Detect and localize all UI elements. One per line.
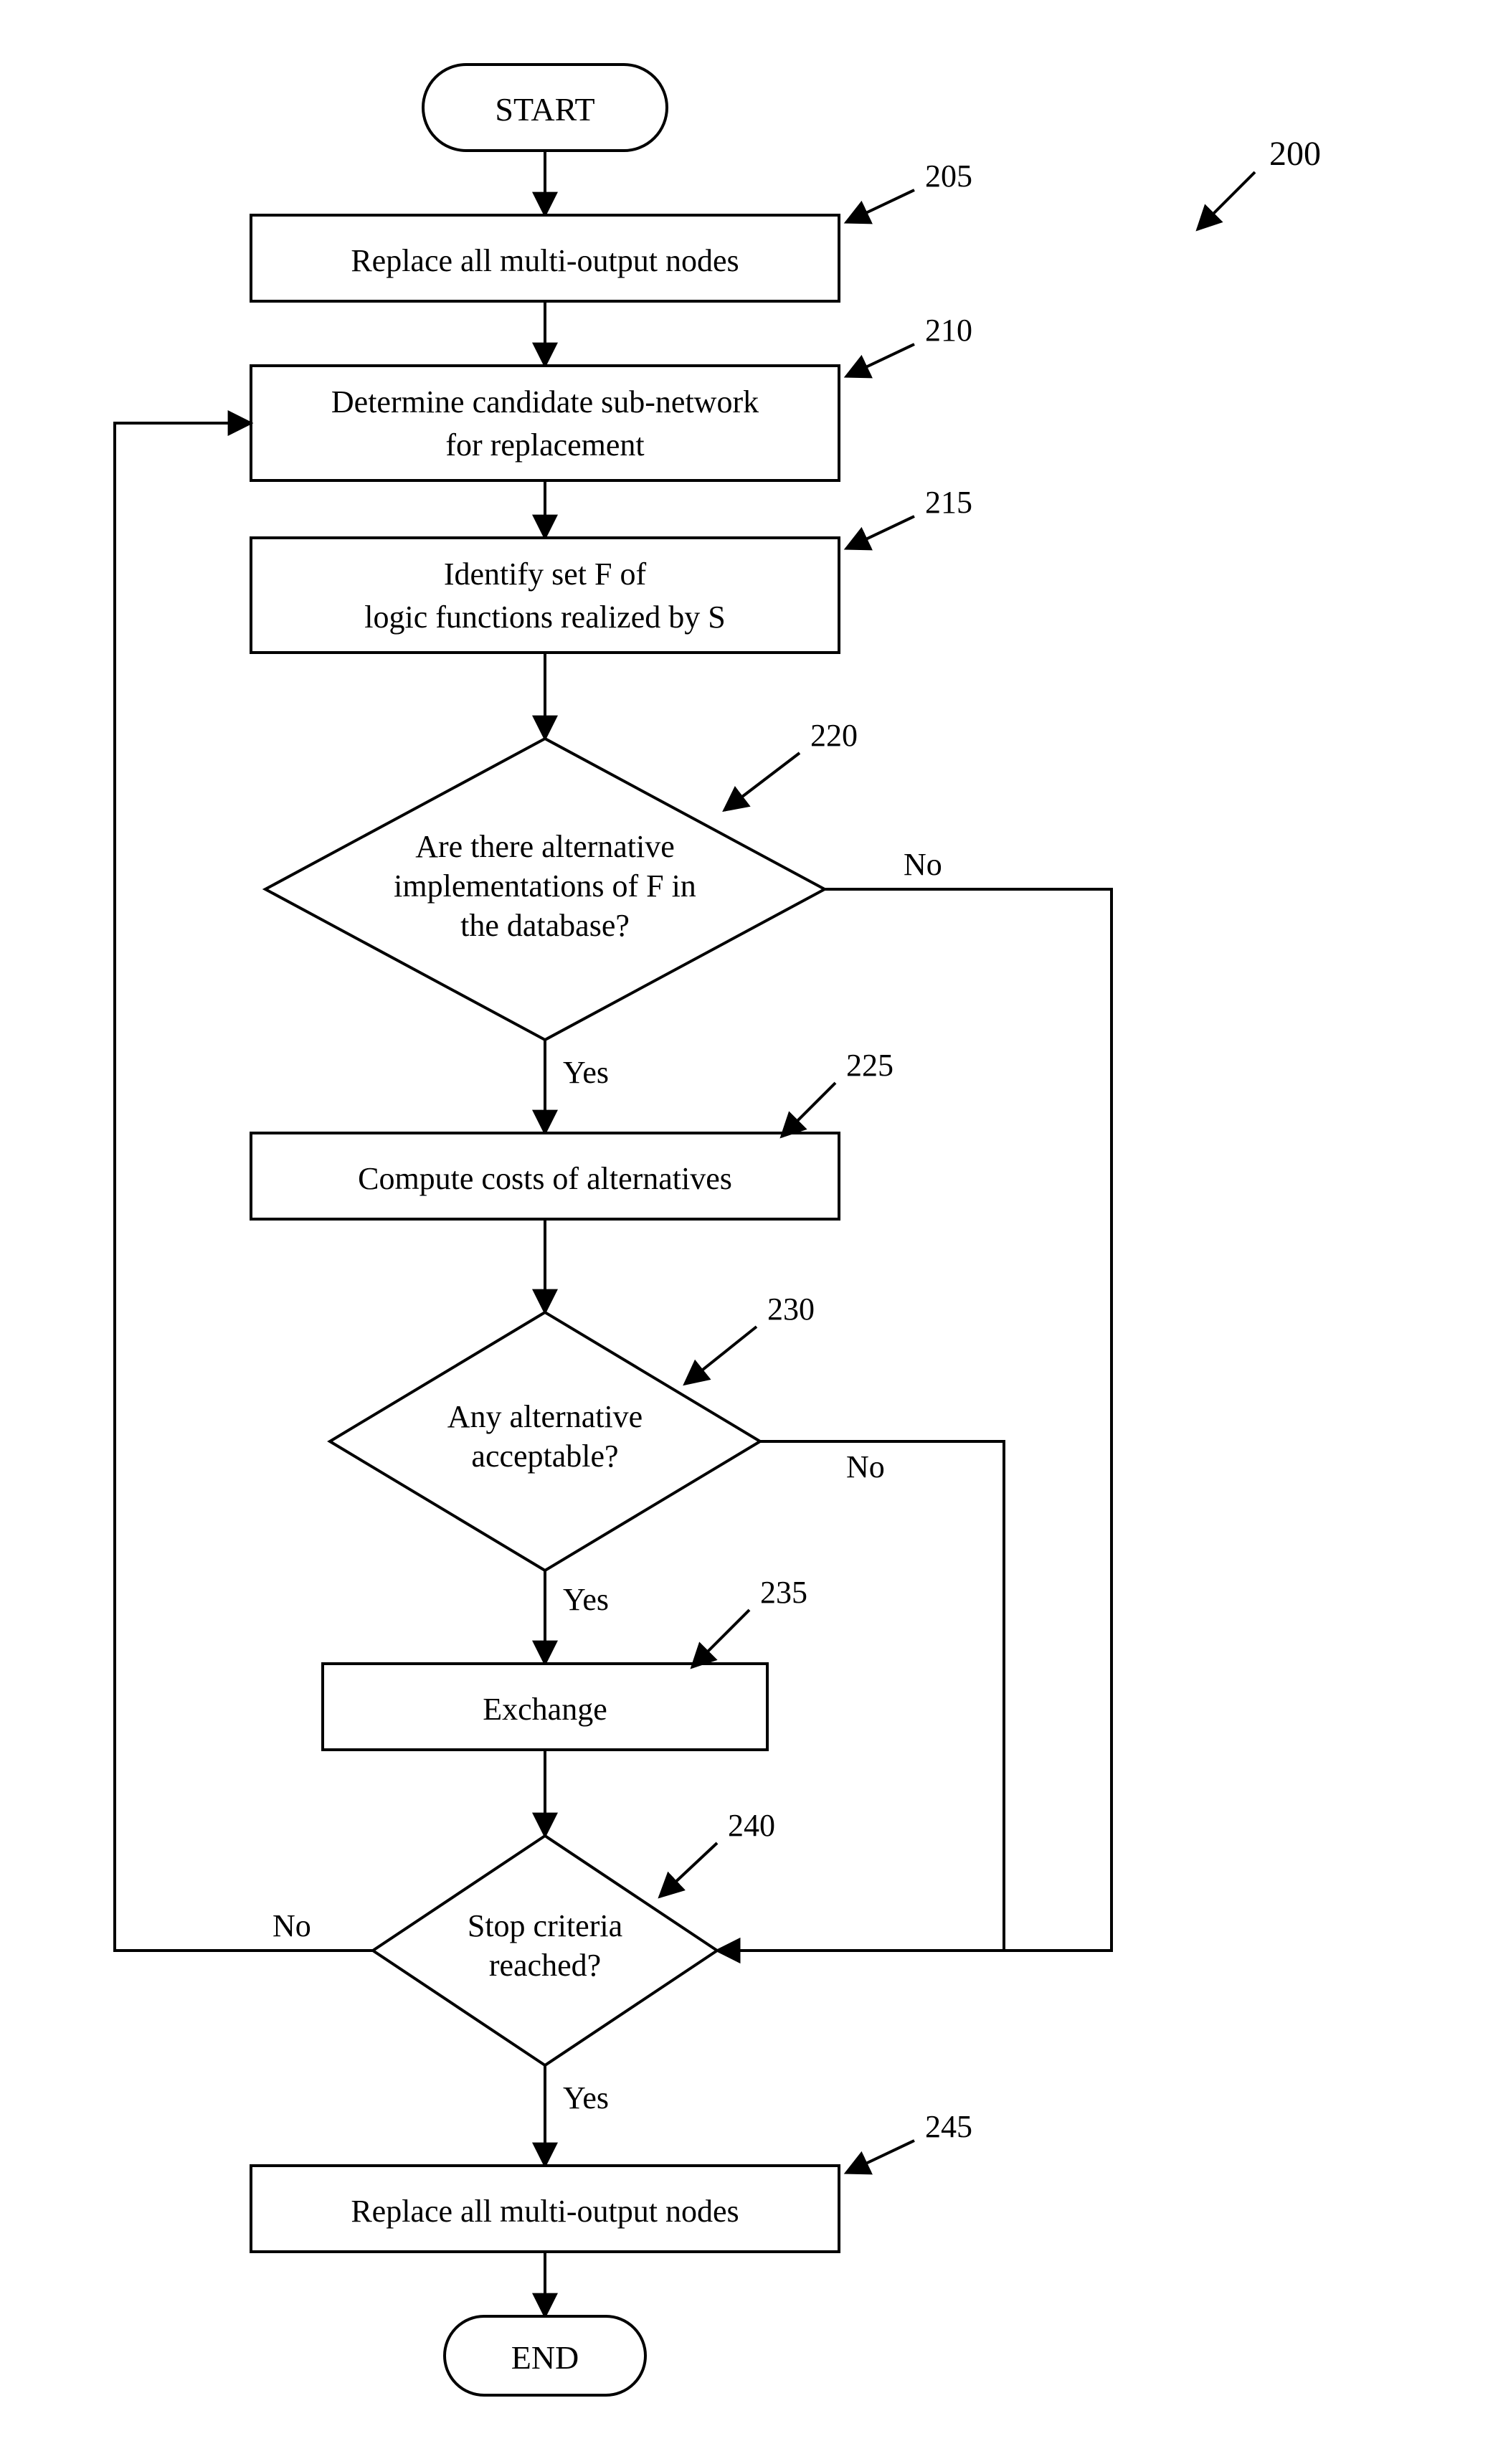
node-210: Determine candidate sub-network for repl… [251, 366, 839, 480]
figure-ref-arrow [1198, 172, 1255, 229]
node-230-line2: acceptable? [471, 1439, 618, 1474]
ref-220-text: 220 [810, 718, 858, 753]
node-240-line2: reached? [489, 1948, 601, 1983]
node-235: Exchange [323, 1664, 767, 1750]
node-210-line2: for replacement [445, 427, 644, 463]
ref-215-arrow [846, 516, 914, 549]
ref-235: 235 [692, 1575, 807, 1667]
start-terminal: START [423, 65, 667, 151]
node-215-line1: Identify set F of [444, 556, 647, 592]
node-220: Are there alternative implementations of… [265, 739, 825, 1040]
edge-220-no-label: No [904, 847, 942, 882]
ref-240-text: 240 [728, 1808, 775, 1843]
ref-225-arrow [782, 1083, 835, 1137]
node-235-line1: Exchange [483, 1692, 607, 1727]
node-225: Compute costs of alternatives [251, 1133, 839, 1219]
node-210-line1: Determine candidate sub-network [331, 384, 759, 420]
ref-220-arrow [724, 753, 800, 810]
start-label: START [495, 91, 594, 128]
ref-225: 225 [782, 1048, 894, 1137]
node-205-line1: Replace all multi-output nodes [351, 243, 739, 278]
ref-230-arrow [685, 1327, 757, 1384]
ref-205: 205 [846, 158, 972, 222]
end-terminal: END [445, 2316, 645, 2395]
ref-220: 220 [724, 718, 858, 810]
edge-240-no-label: No [272, 1908, 311, 1943]
edge-230-yes-label: Yes [563, 1582, 609, 1617]
ref-240-arrow [660, 1843, 717, 1897]
node-220-line3: the database? [460, 908, 630, 943]
ref-205-arrow [846, 190, 914, 222]
edge-240-yes-label: Yes [563, 2080, 609, 2115]
ref-210-arrow [846, 344, 914, 376]
ref-210-text: 210 [925, 313, 972, 348]
node-205: Replace all multi-output nodes [251, 215, 839, 301]
node-225-line1: Compute costs of alternatives [358, 1161, 732, 1196]
edge-220-yes-label: Yes [563, 1055, 609, 1090]
ref-230: 230 [685, 1292, 815, 1384]
ref-235-text: 235 [760, 1575, 807, 1610]
ref-210: 210 [846, 313, 972, 376]
node-230: Any alternative acceptable? [330, 1312, 760, 1570]
node-230-line1: Any alternative [447, 1399, 643, 1434]
node-220-line2: implementations of F in [394, 868, 696, 904]
ref-245-text: 245 [925, 2109, 972, 2144]
node-215: Identify set F of logic functions realiz… [251, 538, 839, 653]
figure-ref-text: 200 [1269, 135, 1321, 173]
ref-230-text: 230 [767, 1292, 815, 1327]
edge-220-no [717, 889, 1112, 1951]
node-245-line1: Replace all multi-output nodes [351, 2194, 739, 2229]
node-215-line2: logic functions realized by S [364, 600, 725, 635]
edge-230-no-label: No [846, 1449, 885, 1484]
end-label: END [511, 2339, 579, 2376]
ref-240: 240 [660, 1808, 775, 1897]
ref-245: 245 [846, 2109, 972, 2173]
node-220-line1: Are there alternative [415, 829, 675, 864]
ref-245-arrow [846, 2141, 914, 2173]
ref-235-arrow [692, 1610, 749, 1667]
node-240-line1: Stop criteria [468, 1908, 622, 1943]
ref-225-text: 225 [846, 1048, 894, 1083]
ref-215: 215 [846, 485, 972, 549]
ref-205-text: 205 [925, 158, 972, 194]
node-245: Replace all multi-output nodes [251, 2166, 839, 2252]
figure-ref-group: 200 [1198, 135, 1321, 229]
node-240: Stop criteria reached? [373, 1836, 717, 2065]
ref-215-text: 215 [925, 485, 972, 520]
